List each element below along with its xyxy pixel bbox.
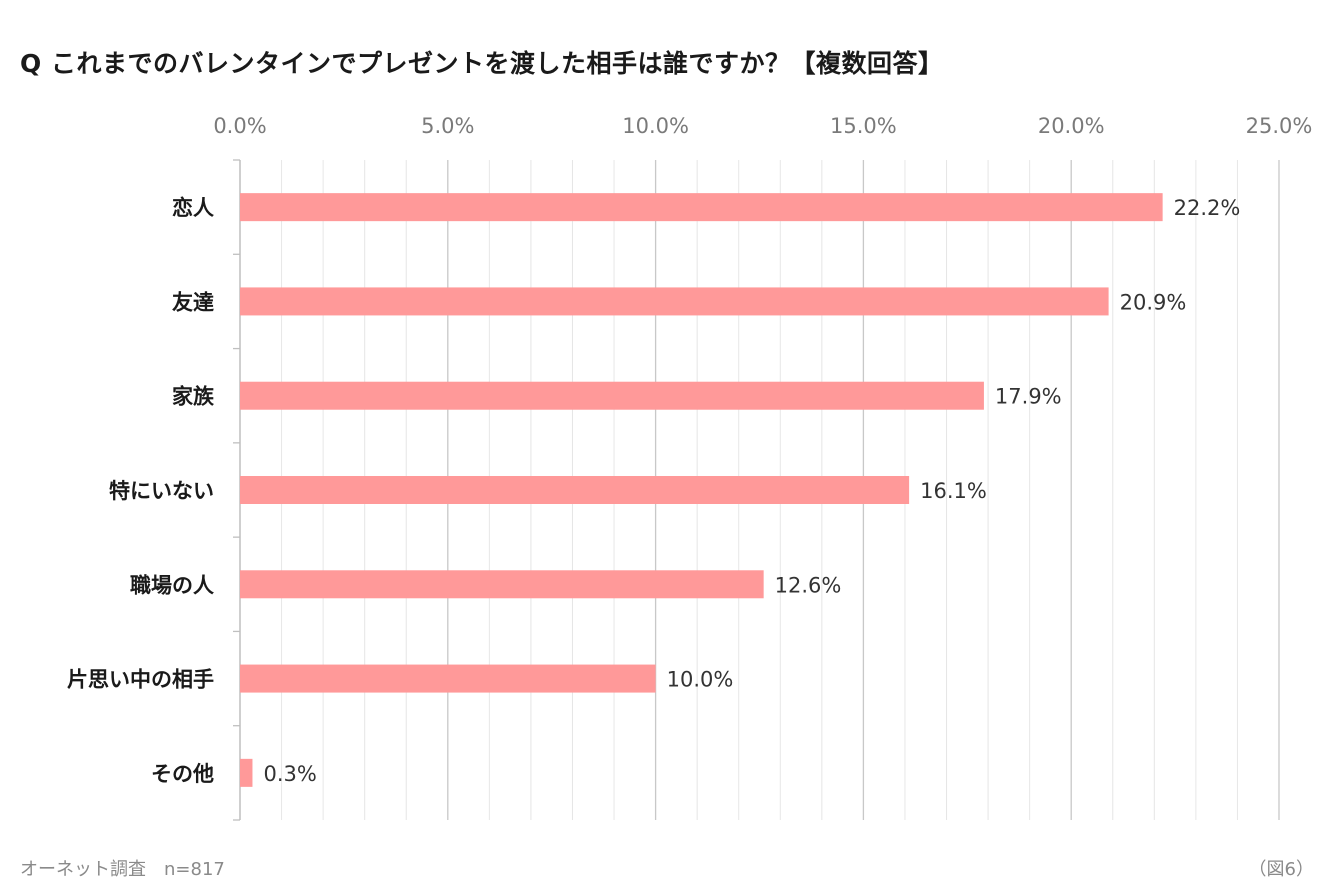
data-label: 20.9%	[1120, 290, 1187, 314]
category-label: 職場の人	[130, 573, 214, 597]
x-tick-label: 20.0%	[1038, 114, 1105, 138]
category-label: 恋人	[172, 196, 214, 220]
category-label: その他	[151, 762, 214, 786]
bar	[240, 758, 253, 787]
category-label: 友達	[172, 290, 214, 314]
bar	[240, 193, 1163, 222]
data-label: 10.0%	[667, 668, 734, 692]
bar	[240, 570, 764, 599]
data-label: 17.9%	[995, 385, 1062, 409]
data-label: 12.6%	[775, 573, 842, 597]
category-label: 片思い中の相手	[67, 668, 214, 692]
bar	[240, 287, 1109, 316]
x-tick-label: 25.0%	[1246, 114, 1313, 138]
x-tick-label: 15.0%	[830, 114, 897, 138]
data-label: 22.2%	[1174, 196, 1241, 220]
x-tick-label: 5.0%	[421, 114, 474, 138]
bar	[240, 381, 984, 410]
chart-title: Q これまでのバレンタインでプレゼントを渡した相手は誰ですか？【複数回答】	[20, 49, 944, 78]
category-label: 特にいない	[109, 479, 214, 503]
source-note: オーネット調査 n=817	[20, 859, 225, 880]
data-label: 0.3%	[263, 762, 316, 786]
x-tick-label: 0.0%	[213, 114, 266, 138]
figure-label: （図6）	[1248, 859, 1314, 880]
category-label: 家族	[172, 385, 215, 409]
x-tick-label: 10.0%	[622, 114, 689, 138]
data-label: 16.1%	[920, 479, 987, 503]
bar	[240, 476, 910, 504]
bar	[240, 664, 656, 693]
